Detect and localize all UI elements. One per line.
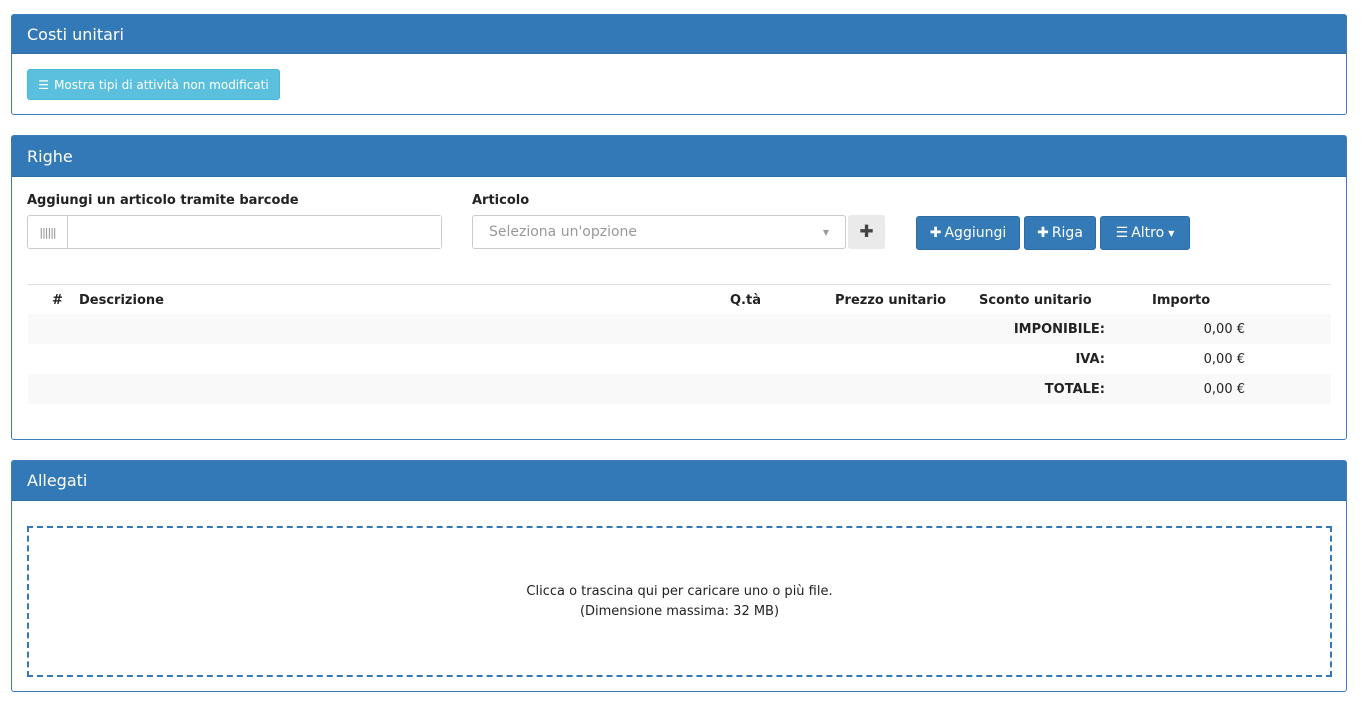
- list-icon: ☰: [1115, 225, 1129, 241]
- caret-down-icon: ▼: [822, 227, 829, 237]
- panel-header: Righe: [12, 136, 1346, 177]
- allegati-panel: Allegati Clicca o trascina qui per caric…: [11, 460, 1347, 692]
- barcode-icon: ||||||: [28, 216, 68, 248]
- col-descrizione: Descrizione: [79, 293, 164, 308]
- table-row-iva: IVA: 0,00 €: [28, 344, 1331, 374]
- panel-title: Allegati: [27, 471, 88, 490]
- total-label: IVA:: [1075, 352, 1105, 367]
- col-number: #: [52, 293, 63, 308]
- articolo-select[interactable]: Seleziona un'opzione ▼: [472, 215, 846, 249]
- col-prezzo: Prezzo unitario: [835, 293, 947, 308]
- altro-dropdown-button[interactable]: ☰ Altro ▼: [1100, 216, 1190, 250]
- plus-icon: ✚: [1037, 225, 1049, 241]
- total-value: 0,00 €: [1203, 382, 1245, 397]
- list-icon: ☰: [38, 77, 50, 92]
- panel-header: Costi unitari: [12, 15, 1346, 54]
- panel-title: Righe: [27, 146, 73, 166]
- table-row-imponibile: IMPONIBILE: 0,00 €: [28, 314, 1331, 344]
- total-label: IMPONIBILE:: [1013, 322, 1105, 337]
- panel-title: Costi unitari: [27, 24, 124, 44]
- righe-panel: Righe Aggiungi un articolo tramite barco…: [11, 135, 1347, 440]
- riga-button[interactable]: ✚ Riga: [1024, 216, 1096, 250]
- plus-icon: ✚: [929, 225, 942, 241]
- barcode-input[interactable]: [68, 216, 441, 248]
- barcode-input-group: ||||||: [27, 215, 442, 249]
- col-importo: Importo: [1152, 293, 1211, 308]
- col-sconto: Sconto unitario: [979, 293, 1092, 308]
- barcode-label: Aggiungi un articolo tramite barcode: [27, 193, 299, 208]
- total-value: 0,00 €: [1203, 322, 1245, 337]
- table-header-row: # Descrizione Q.tà Prezzo unitario Scont…: [28, 284, 1331, 314]
- articolo-label: Articolo: [472, 193, 530, 208]
- file-dropzone[interactable]: Clicca o trascina qui per caricare uno o…: [27, 526, 1332, 677]
- aggiungi-button[interactable]: ✚ Aggiungi: [916, 216, 1020, 250]
- panel-header: Allegati: [12, 461, 1346, 501]
- total-value: 0,00 €: [1203, 352, 1245, 367]
- caret-down-icon: ▼: [1168, 228, 1175, 238]
- table-row-totale: TOTALE: 0,00 €: [28, 374, 1331, 404]
- total-label: TOTALE:: [1044, 382, 1105, 397]
- col-qta: Q.tà: [730, 293, 761, 308]
- add-articolo-button[interactable]: ✚: [848, 215, 885, 249]
- show-unmodified-button[interactable]: ☰ Mostra tipi di attività non modificati: [27, 69, 280, 100]
- costi-unitari-panel: Costi unitari ☰ Mostra tipi di attività n…: [11, 14, 1347, 115]
